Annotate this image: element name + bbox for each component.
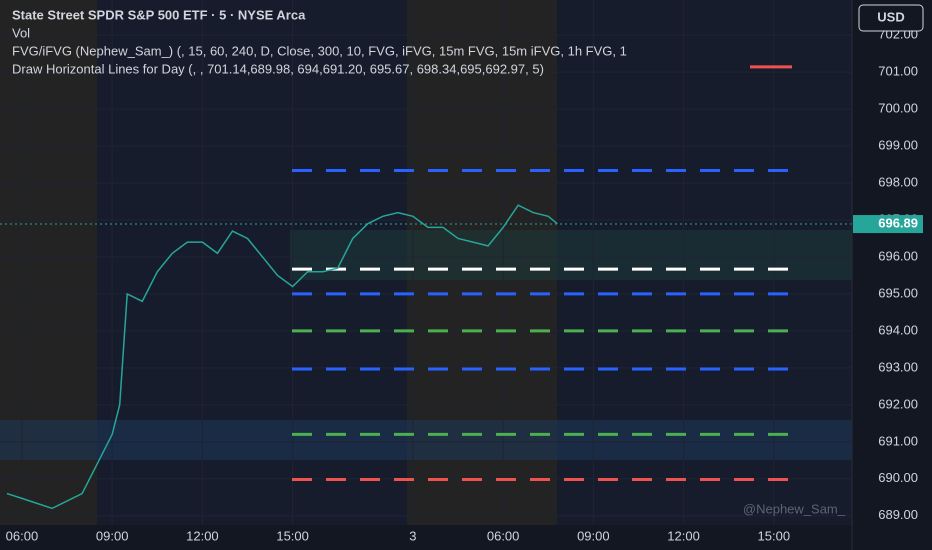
price-line bbox=[6, 204, 558, 510]
watermark: @Nephew_Sam_ bbox=[743, 501, 846, 516]
fvg-zone bbox=[290, 230, 852, 280]
indicator: Vol bbox=[12, 25, 30, 40]
indicator: Draw Horizontal Lines for Day (, , 701.1… bbox=[12, 61, 544, 76]
x-tick-label: 12:00 bbox=[186, 528, 219, 543]
y-tick-label: 699.00 bbox=[878, 137, 918, 152]
currency-button[interactable] bbox=[858, 4, 924, 32]
last-price-label: 696.89 bbox=[878, 215, 918, 230]
x-tick-label: 06:00 bbox=[6, 528, 39, 543]
axes: 689.00 690.00 691.00 692.00 693.00 694.00 695.… bbox=[6, 27, 923, 543]
fvg-zone bbox=[0, 420, 852, 460]
plot bbox=[0, 65, 852, 510]
last-price-badge bbox=[853, 215, 923, 234]
y-tick-label: 701.00 bbox=[878, 64, 918, 79]
x-tick-label: 06:00 bbox=[487, 528, 520, 543]
x-tick-label: 3 bbox=[409, 528, 416, 543]
x-tick-label: 09:00 bbox=[577, 528, 610, 543]
y-tick-label: 689.00 bbox=[878, 507, 918, 522]
y-tick-label: 695.00 bbox=[878, 285, 918, 300]
y-tick-label: 693.00 bbox=[878, 359, 918, 374]
y-tick-label: 690.00 bbox=[878, 470, 918, 485]
y-tick-label: 694.00 bbox=[878, 322, 918, 337]
y-tick-label: 691.00 bbox=[878, 433, 918, 448]
indicator: FVG/iFVG (Nephew_Sam_) (, 15, 60, 240, D… bbox=[12, 43, 627, 58]
y-tick-label: 700.00 bbox=[878, 101, 918, 116]
y-tick-label: 692.00 bbox=[878, 396, 918, 411]
x-tick-label: 15:00 bbox=[276, 528, 309, 543]
y-tick-label: 696.00 bbox=[878, 248, 918, 263]
x-tick-label: 12:00 bbox=[667, 528, 700, 543]
currency[interactable]: USD bbox=[877, 9, 904, 24]
x-tick-label: 09:00 bbox=[96, 528, 129, 543]
chart-title: State Street SPDR S&P 500 ETF · 5 · NYSE… bbox=[12, 7, 306, 22]
x-tick-label: 15:00 bbox=[758, 528, 791, 543]
y-tick-label: 698.00 bbox=[878, 174, 918, 189]
